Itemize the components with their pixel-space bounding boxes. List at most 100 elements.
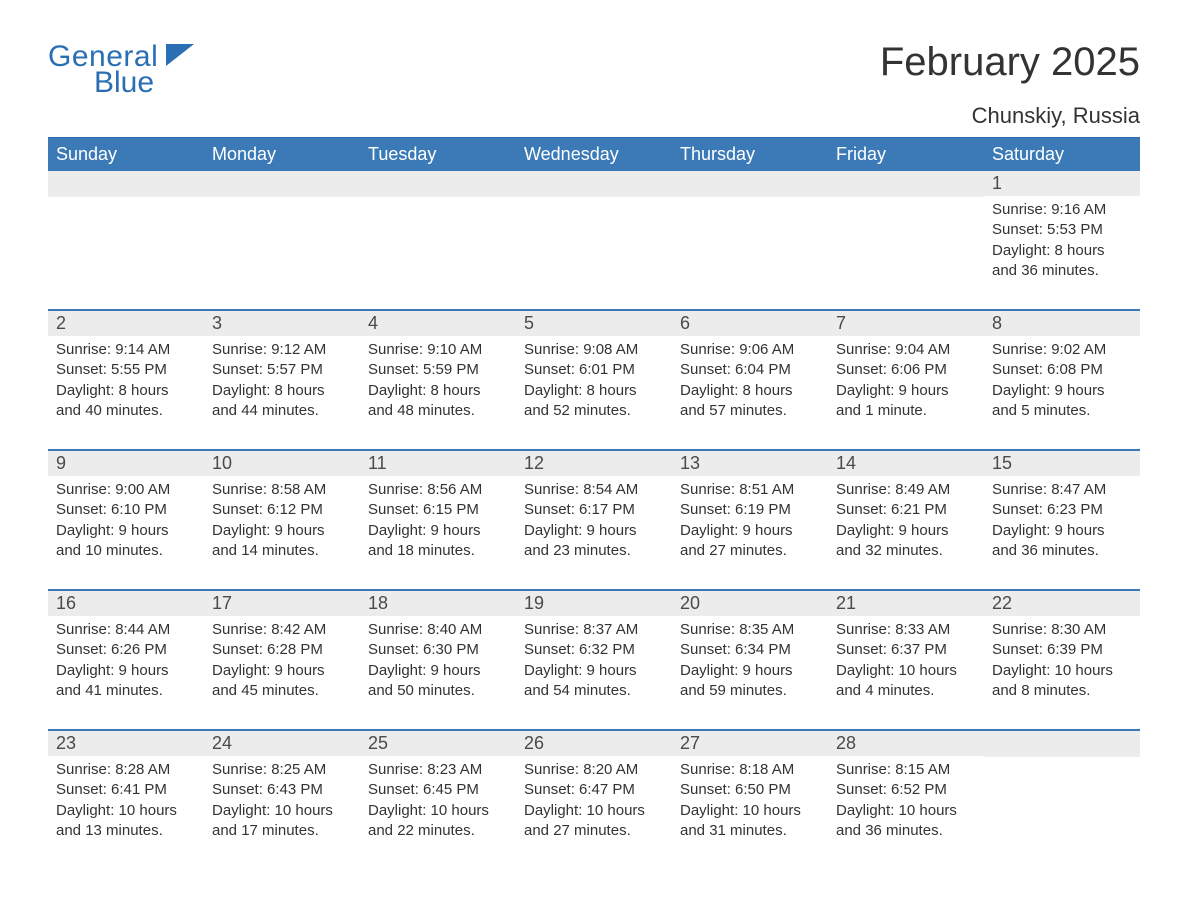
day-detail-line: Daylight: 9 hours and 5 minutes. [992, 381, 1132, 422]
day-body: Sunrise: 9:04 AMSunset: 6:06 PMDaylight:… [828, 336, 984, 429]
day-detail-line: Sunrise: 9:10 AM [368, 340, 508, 360]
day-detail-line: Sunrise: 9:04 AM [836, 340, 976, 360]
day-detail-line: Sunset: 6:30 PM [368, 640, 508, 660]
day-detail-line: Sunset: 6:12 PM [212, 500, 352, 520]
flag-icon [166, 44, 194, 71]
day-number: 24 [204, 731, 360, 756]
day-detail-line: Daylight: 9 hours and 14 minutes. [212, 521, 352, 562]
day-detail-line: Sunrise: 8:20 AM [524, 760, 664, 780]
day-number: 1 [984, 171, 1140, 196]
day-detail-line: Daylight: 9 hours and 41 minutes. [56, 661, 196, 702]
day-detail-line: Sunrise: 9:02 AM [992, 340, 1132, 360]
day-cell: 20Sunrise: 8:35 AMSunset: 6:34 PMDayligh… [672, 591, 828, 711]
day-body [204, 197, 360, 209]
day-detail-line: Sunrise: 8:54 AM [524, 480, 664, 500]
day-detail-line: Sunset: 5:53 PM [992, 220, 1132, 240]
day-body: Sunrise: 9:12 AMSunset: 5:57 PMDaylight:… [204, 336, 360, 429]
day-body: Sunrise: 8:58 AMSunset: 6:12 PMDaylight:… [204, 476, 360, 569]
location-label: Chunskiy, Russia [880, 103, 1140, 129]
day-number: 15 [984, 451, 1140, 476]
day-detail-line: Sunrise: 9:16 AM [992, 200, 1132, 220]
day-detail-line: Sunrise: 8:28 AM [56, 760, 196, 780]
day-cell: 9Sunrise: 9:00 AMSunset: 6:10 PMDaylight… [48, 451, 204, 571]
day-detail-line: Daylight: 10 hours and 17 minutes. [212, 801, 352, 842]
day-body: Sunrise: 8:35 AMSunset: 6:34 PMDaylight:… [672, 616, 828, 709]
month-title: February 2025 [880, 40, 1140, 85]
day-detail-line: Sunrise: 8:33 AM [836, 620, 976, 640]
day-detail-line: Sunset: 5:59 PM [368, 360, 508, 380]
dow-tuesday: Tuesday [360, 138, 516, 171]
day-detail-line: Daylight: 9 hours and 45 minutes. [212, 661, 352, 702]
day-detail-line: Daylight: 9 hours and 23 minutes. [524, 521, 664, 562]
day-detail-line: Daylight: 10 hours and 22 minutes. [368, 801, 508, 842]
day-detail-line: Daylight: 8 hours and 57 minutes. [680, 381, 820, 422]
day-cell: 22Sunrise: 8:30 AMSunset: 6:39 PMDayligh… [984, 591, 1140, 711]
day-detail-line: Sunrise: 9:00 AM [56, 480, 196, 500]
day-cell: 1Sunrise: 9:16 AMSunset: 5:53 PMDaylight… [984, 171, 1140, 291]
week-row: 16Sunrise: 8:44 AMSunset: 6:26 PMDayligh… [48, 589, 1140, 711]
dow-monday: Monday [204, 138, 360, 171]
day-number: 25 [360, 731, 516, 756]
day-number: 27 [672, 731, 828, 756]
week-row: 2Sunrise: 9:14 AMSunset: 5:55 PMDaylight… [48, 309, 1140, 431]
day-detail-line: Daylight: 9 hours and 32 minutes. [836, 521, 976, 562]
day-detail-line: Daylight: 10 hours and 36 minutes. [836, 801, 976, 842]
day-cell: 25Sunrise: 8:23 AMSunset: 6:45 PMDayligh… [360, 731, 516, 851]
day-detail-line: Sunset: 6:21 PM [836, 500, 976, 520]
day-detail-line: Sunrise: 9:12 AM [212, 340, 352, 360]
day-detail-line: Sunset: 6:28 PM [212, 640, 352, 660]
day-number: 21 [828, 591, 984, 616]
day-detail-line: Daylight: 9 hours and 10 minutes. [56, 521, 196, 562]
day-cell: 3Sunrise: 9:12 AMSunset: 5:57 PMDaylight… [204, 311, 360, 431]
day-detail-line: Sunrise: 8:49 AM [836, 480, 976, 500]
day-detail-line: Daylight: 8 hours and 52 minutes. [524, 381, 664, 422]
day-cell: 13Sunrise: 8:51 AMSunset: 6:19 PMDayligh… [672, 451, 828, 571]
day-body: Sunrise: 8:18 AMSunset: 6:50 PMDaylight:… [672, 756, 828, 849]
day-number: 22 [984, 591, 1140, 616]
day-detail-line: Daylight: 9 hours and 27 minutes. [680, 521, 820, 562]
title-block: February 2025 Chunskiy, Russia [880, 40, 1140, 129]
week-row: 1Sunrise: 9:16 AMSunset: 5:53 PMDaylight… [48, 171, 1140, 291]
day-body: Sunrise: 8:33 AMSunset: 6:37 PMDaylight:… [828, 616, 984, 709]
day-number: 11 [360, 451, 516, 476]
day-cell [48, 171, 204, 291]
day-cell: 17Sunrise: 8:42 AMSunset: 6:28 PMDayligh… [204, 591, 360, 711]
day-detail-line: Sunset: 6:19 PM [680, 500, 820, 520]
day-body: Sunrise: 9:00 AMSunset: 6:10 PMDaylight:… [48, 476, 204, 569]
day-cell: 24Sunrise: 8:25 AMSunset: 6:43 PMDayligh… [204, 731, 360, 851]
day-body [672, 197, 828, 209]
day-number [360, 171, 516, 197]
day-number: 20 [672, 591, 828, 616]
day-number: 7 [828, 311, 984, 336]
dow-header-row: Sunday Monday Tuesday Wednesday Thursday… [48, 137, 1140, 171]
day-cell: 26Sunrise: 8:20 AMSunset: 6:47 PMDayligh… [516, 731, 672, 851]
day-body: Sunrise: 9:08 AMSunset: 6:01 PMDaylight:… [516, 336, 672, 429]
day-cell [672, 171, 828, 291]
day-cell: 14Sunrise: 8:49 AMSunset: 6:21 PMDayligh… [828, 451, 984, 571]
day-detail-line: Sunrise: 8:30 AM [992, 620, 1132, 640]
day-detail-line: Daylight: 8 hours and 40 minutes. [56, 381, 196, 422]
day-body: Sunrise: 8:15 AMSunset: 6:52 PMDaylight:… [828, 756, 984, 849]
day-cell [984, 731, 1140, 851]
dow-thursday: Thursday [672, 138, 828, 171]
day-detail-line: Sunrise: 8:35 AM [680, 620, 820, 640]
day-detail-line: Sunset: 6:01 PM [524, 360, 664, 380]
weeks-container: 1 Sunrise: 9:16 AMSunset: 5:53 PM Daylight… [48, 171, 1140, 851]
calendar: Sunday Monday Tuesday Wednesday Thursday… [48, 137, 1140, 851]
day-number: 28 [828, 731, 984, 756]
day-detail-line: Sunrise: 9:06 AM [680, 340, 820, 360]
dow-friday: Friday [828, 138, 984, 171]
day-cell: 5Sunrise: 9:08 AMSunset: 6:01 PMDaylight… [516, 311, 672, 431]
day-detail-line: Sunset: 6:39 PM [992, 640, 1132, 660]
day-number [828, 171, 984, 197]
day-cell: 23Sunrise: 8:28 AMSunset: 6:41 PMDayligh… [48, 731, 204, 851]
day-number: 2 [48, 311, 204, 336]
day-body: Sunrise: 8:56 AMSunset: 6:15 PMDaylight:… [360, 476, 516, 569]
day-number: 12 [516, 451, 672, 476]
day-body: Sunrise: 8:42 AMSunset: 6:28 PMDaylight:… [204, 616, 360, 709]
day-detail-line: Daylight: 9 hours and 18 minutes. [368, 521, 508, 562]
day-body: Sunrise: 8:49 AMSunset: 6:21 PMDaylight:… [828, 476, 984, 569]
dow-saturday: Saturday [984, 138, 1140, 171]
day-cell: 12Sunrise: 8:54 AMSunset: 6:17 PMDayligh… [516, 451, 672, 571]
day-cell: 4Sunrise: 9:10 AMSunset: 5:59 PMDaylight… [360, 311, 516, 431]
